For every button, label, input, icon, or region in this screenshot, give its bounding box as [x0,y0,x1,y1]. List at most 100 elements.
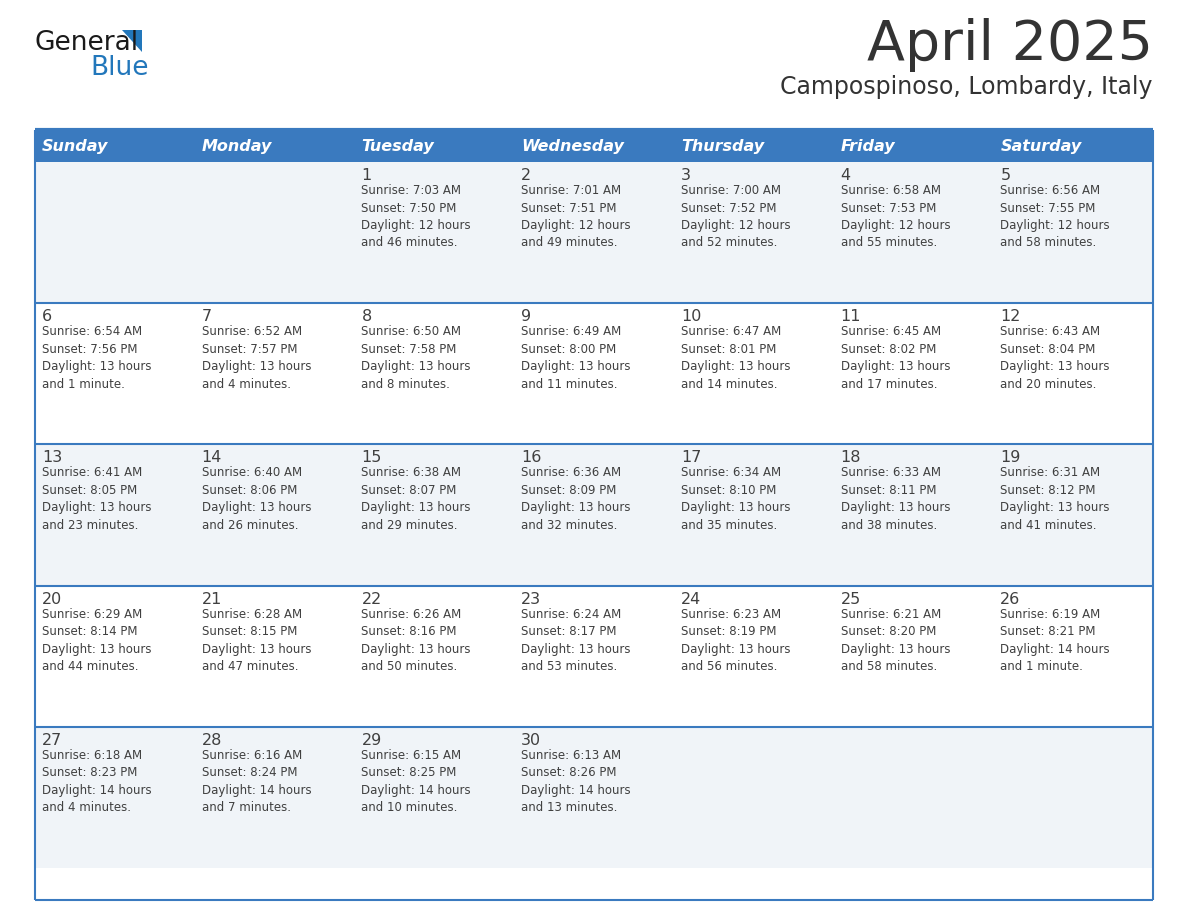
Text: 24: 24 [681,591,701,607]
Text: 2: 2 [522,168,531,183]
Bar [354,727,514,868]
Bar [34,444,195,586]
Bar [834,727,993,868]
Bar [834,162,993,303]
Bar [34,303,195,444]
Bar [514,303,674,444]
Text: Saturday: Saturday [1000,139,1081,153]
Text: 18: 18 [841,451,861,465]
Text: Thursday: Thursday [681,139,764,153]
Bar [34,586,195,727]
Text: Sunday: Sunday [42,139,108,153]
Text: Sunrise: 6:54 AM
Sunset: 7:56 PM
Daylight: 13 hours
and 1 minute.: Sunrise: 6:54 AM Sunset: 7:56 PM Dayligh… [42,325,152,391]
Bar [195,586,354,727]
Text: Sunrise: 6:40 AM
Sunset: 8:06 PM
Daylight: 13 hours
and 26 minutes.: Sunrise: 6:40 AM Sunset: 8:06 PM Dayligh… [202,466,311,532]
Text: 16: 16 [522,451,542,465]
Text: Sunrise: 6:23 AM
Sunset: 8:19 PM
Daylight: 13 hours
and 56 minutes.: Sunrise: 6:23 AM Sunset: 8:19 PM Dayligh… [681,608,790,673]
Text: Tuesday: Tuesday [361,139,434,153]
Text: Sunrise: 6:28 AM
Sunset: 8:15 PM
Daylight: 13 hours
and 47 minutes.: Sunrise: 6:28 AM Sunset: 8:15 PM Dayligh… [202,608,311,673]
Text: Sunrise: 6:52 AM
Sunset: 7:57 PM
Daylight: 13 hours
and 4 minutes.: Sunrise: 6:52 AM Sunset: 7:57 PM Dayligh… [202,325,311,391]
Text: Sunrise: 6:58 AM
Sunset: 7:53 PM
Daylight: 12 hours
and 55 minutes.: Sunrise: 6:58 AM Sunset: 7:53 PM Dayligh… [841,184,950,250]
Text: Sunrise: 6:18 AM
Sunset: 8:23 PM
Daylight: 14 hours
and 4 minutes.: Sunrise: 6:18 AM Sunset: 8:23 PM Dayligh… [42,749,152,814]
Text: Sunrise: 7:03 AM
Sunset: 7:50 PM
Daylight: 12 hours
and 46 minutes.: Sunrise: 7:03 AM Sunset: 7:50 PM Dayligh… [361,184,472,250]
Text: April 2025: April 2025 [867,18,1154,72]
Bar [354,303,514,444]
Bar [674,162,834,303]
Bar [674,130,834,162]
Text: 22: 22 [361,591,381,607]
Text: Sunrise: 6:31 AM
Sunset: 8:12 PM
Daylight: 13 hours
and 41 minutes.: Sunrise: 6:31 AM Sunset: 8:12 PM Dayligh… [1000,466,1110,532]
Bar [993,303,1154,444]
Text: Sunrise: 6:13 AM
Sunset: 8:26 PM
Daylight: 14 hours
and 13 minutes.: Sunrise: 6:13 AM Sunset: 8:26 PM Dayligh… [522,749,631,814]
Bar [195,303,354,444]
Bar [993,727,1154,868]
Bar [34,727,195,868]
Text: Sunrise: 6:38 AM
Sunset: 8:07 PM
Daylight: 13 hours
and 29 minutes.: Sunrise: 6:38 AM Sunset: 8:07 PM Dayligh… [361,466,470,532]
Bar [993,130,1154,162]
Text: 23: 23 [522,591,542,607]
Text: 7: 7 [202,309,211,324]
Bar [354,130,514,162]
Bar [195,130,354,162]
Text: Sunrise: 6:41 AM
Sunset: 8:05 PM
Daylight: 13 hours
and 23 minutes.: Sunrise: 6:41 AM Sunset: 8:05 PM Dayligh… [42,466,152,532]
Text: 20: 20 [42,591,62,607]
Text: 30: 30 [522,733,542,748]
Text: 21: 21 [202,591,222,607]
Text: Sunrise: 6:15 AM
Sunset: 8:25 PM
Daylight: 14 hours
and 10 minutes.: Sunrise: 6:15 AM Sunset: 8:25 PM Dayligh… [361,749,472,814]
Text: Sunrise: 6:43 AM
Sunset: 8:04 PM
Daylight: 13 hours
and 20 minutes.: Sunrise: 6:43 AM Sunset: 8:04 PM Dayligh… [1000,325,1110,391]
Text: Sunrise: 6:26 AM
Sunset: 8:16 PM
Daylight: 13 hours
and 50 minutes.: Sunrise: 6:26 AM Sunset: 8:16 PM Dayligh… [361,608,470,673]
Text: 12: 12 [1000,309,1020,324]
Bar [993,586,1154,727]
Text: Sunrise: 6:47 AM
Sunset: 8:01 PM
Daylight: 13 hours
and 14 minutes.: Sunrise: 6:47 AM Sunset: 8:01 PM Dayligh… [681,325,790,391]
Bar [34,130,195,162]
Bar [993,444,1154,586]
Text: 25: 25 [841,591,861,607]
Text: Sunrise: 6:34 AM
Sunset: 8:10 PM
Daylight: 13 hours
and 35 minutes.: Sunrise: 6:34 AM Sunset: 8:10 PM Dayligh… [681,466,790,532]
Text: Sunrise: 6:36 AM
Sunset: 8:09 PM
Daylight: 13 hours
and 32 minutes.: Sunrise: 6:36 AM Sunset: 8:09 PM Dayligh… [522,466,631,532]
Bar [354,444,514,586]
Text: 29: 29 [361,733,381,748]
Bar [674,727,834,868]
Bar [674,444,834,586]
Text: Campospinoso, Lombardy, Italy: Campospinoso, Lombardy, Italy [781,75,1154,99]
Text: Blue: Blue [90,55,148,81]
Text: Sunrise: 6:24 AM
Sunset: 8:17 PM
Daylight: 13 hours
and 53 minutes.: Sunrise: 6:24 AM Sunset: 8:17 PM Dayligh… [522,608,631,673]
Text: 17: 17 [681,451,701,465]
Bar [195,444,354,586]
Bar [514,162,674,303]
Text: 13: 13 [42,451,62,465]
Text: 15: 15 [361,451,381,465]
Text: General: General [34,30,139,56]
Text: 9: 9 [522,309,531,324]
Text: 8: 8 [361,309,372,324]
Bar [34,162,195,303]
Text: 10: 10 [681,309,701,324]
Text: 26: 26 [1000,591,1020,607]
Text: Sunrise: 6:50 AM
Sunset: 7:58 PM
Daylight: 13 hours
and 8 minutes.: Sunrise: 6:50 AM Sunset: 7:58 PM Dayligh… [361,325,470,391]
Bar [514,586,674,727]
Text: Friday: Friday [841,139,896,153]
Bar [834,586,993,727]
Bar [834,444,993,586]
Text: 14: 14 [202,451,222,465]
Text: Sunrise: 6:45 AM
Sunset: 8:02 PM
Daylight: 13 hours
and 17 minutes.: Sunrise: 6:45 AM Sunset: 8:02 PM Dayligh… [841,325,950,391]
Bar [354,162,514,303]
Bar [674,586,834,727]
Text: Sunrise: 6:33 AM
Sunset: 8:11 PM
Daylight: 13 hours
and 38 minutes.: Sunrise: 6:33 AM Sunset: 8:11 PM Dayligh… [841,466,950,532]
Bar [514,727,674,868]
Text: 6: 6 [42,309,52,324]
Bar [195,727,354,868]
Text: 27: 27 [42,733,62,748]
Text: 19: 19 [1000,451,1020,465]
Text: 28: 28 [202,733,222,748]
Text: 4: 4 [841,168,851,183]
Text: Sunrise: 6:29 AM
Sunset: 8:14 PM
Daylight: 13 hours
and 44 minutes.: Sunrise: 6:29 AM Sunset: 8:14 PM Dayligh… [42,608,152,673]
Text: Wednesday: Wednesday [522,139,624,153]
Text: Sunrise: 6:19 AM
Sunset: 8:21 PM
Daylight: 14 hours
and 1 minute.: Sunrise: 6:19 AM Sunset: 8:21 PM Dayligh… [1000,608,1110,673]
Text: 5: 5 [1000,168,1011,183]
Bar [834,303,993,444]
Text: 3: 3 [681,168,691,183]
Bar [354,586,514,727]
Text: Sunrise: 7:00 AM
Sunset: 7:52 PM
Daylight: 12 hours
and 52 minutes.: Sunrise: 7:00 AM Sunset: 7:52 PM Dayligh… [681,184,790,250]
Text: Sunrise: 6:21 AM
Sunset: 8:20 PM
Daylight: 13 hours
and 58 minutes.: Sunrise: 6:21 AM Sunset: 8:20 PM Dayligh… [841,608,950,673]
